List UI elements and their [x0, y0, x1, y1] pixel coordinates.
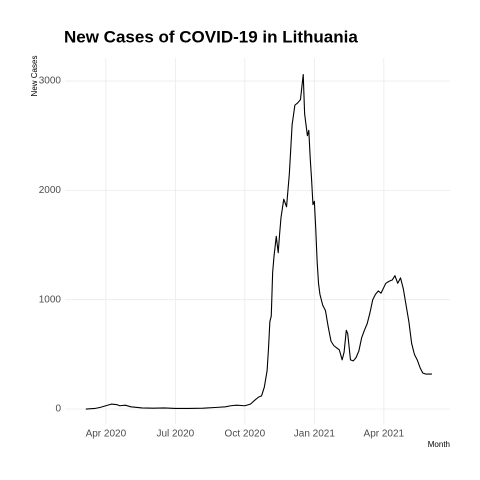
- x-tick-label: Jan 2021: [294, 429, 336, 440]
- y-tick-label: 0: [55, 404, 61, 415]
- x-tick-label: Oct 2020: [225, 429, 266, 440]
- x-tick-label: Apr 2020: [86, 429, 127, 440]
- chart-title: New Cases of COVID-19 in Lithuania: [64, 27, 358, 46]
- x-axis-label: Month: [428, 440, 450, 449]
- x-tick-label: Jul 2020: [156, 429, 194, 440]
- y-tick-label: 2000: [39, 185, 62, 196]
- y-axis-label: New Cases: [30, 56, 39, 97]
- y-tick-label: 1000: [39, 294, 62, 305]
- line: [85, 73, 432, 410]
- x-tick-label: Apr 2021: [364, 429, 405, 440]
- y-tick-label: 3000: [39, 76, 62, 87]
